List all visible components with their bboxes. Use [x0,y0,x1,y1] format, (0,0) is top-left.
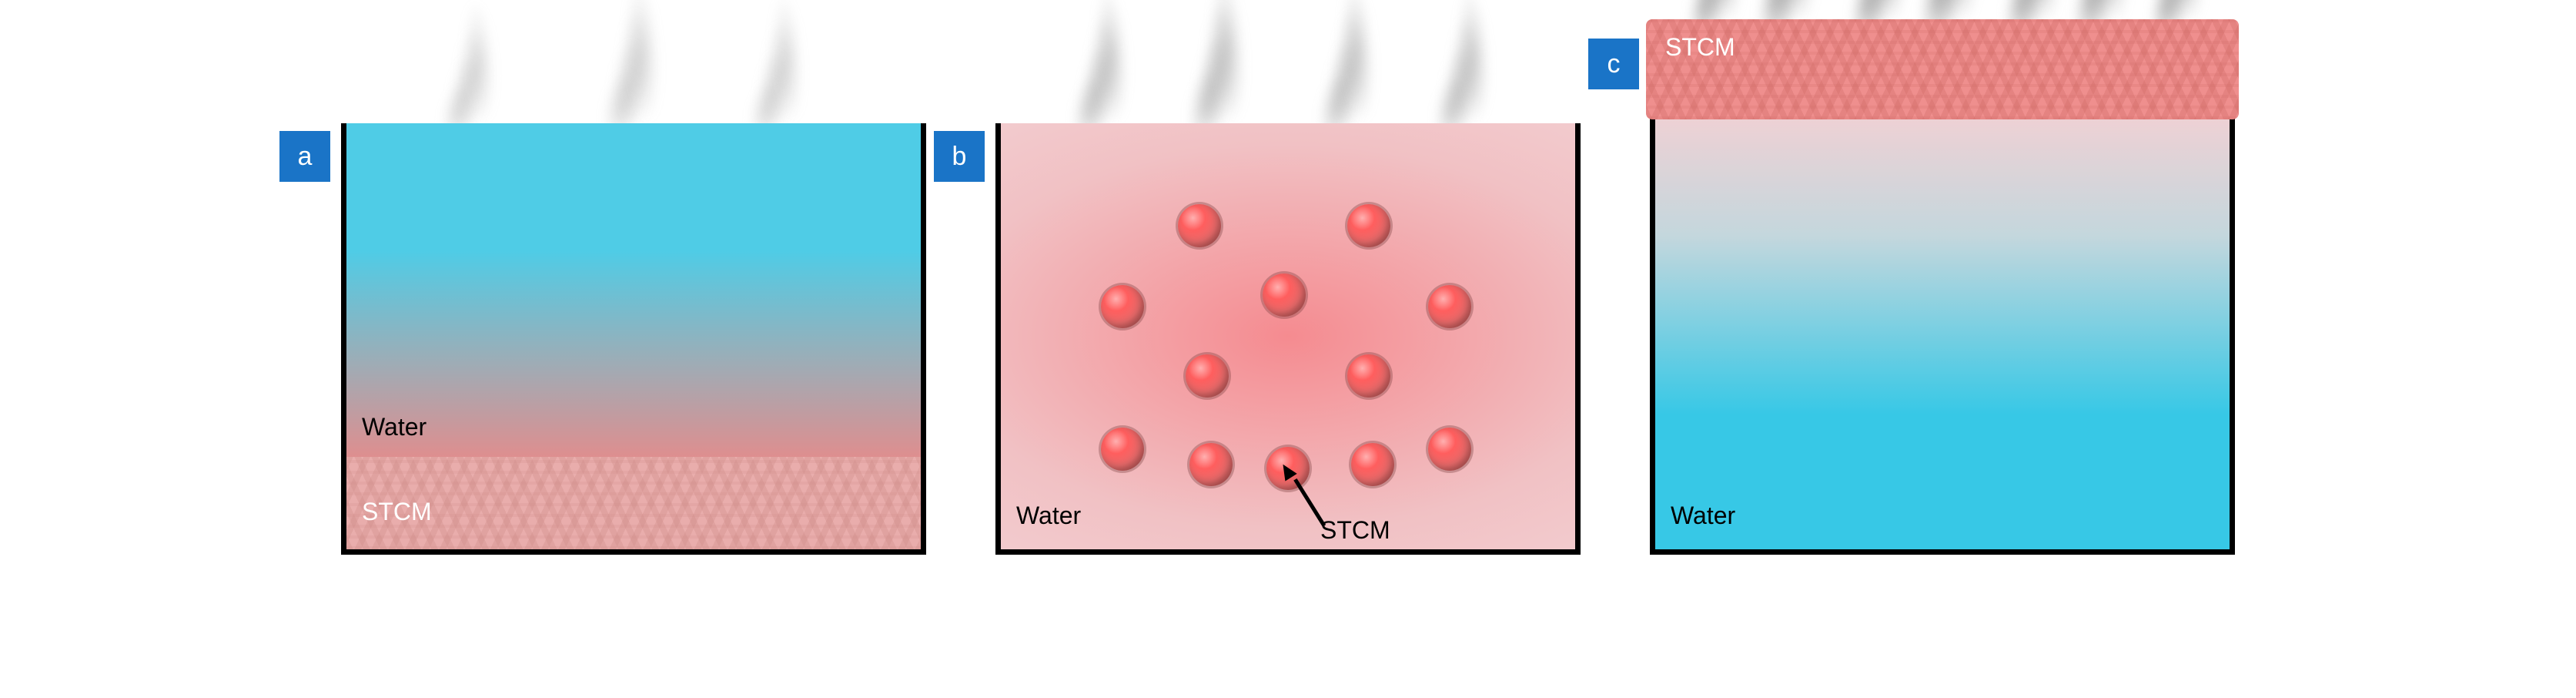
stcm-particle [1101,428,1144,471]
stcm-particle [1101,285,1144,328]
water-label: Water [362,413,427,441]
panel-b: b Water STCM [995,123,1581,555]
badge-label: b [952,142,967,172]
stcm-particle [1428,285,1471,328]
panel-badge-c: c [1588,39,1639,89]
panel-badge-b: b [934,131,985,182]
badge-label: c [1607,49,1621,79]
figure: a Water STCM b Water STCM c [0,0,2576,601]
stcm-particle [1347,354,1390,398]
stcm-particle [1186,354,1229,398]
container-c: STCM Water [1650,31,2235,555]
panel-badge-a: a [279,131,330,182]
stcm-particle [1347,204,1390,247]
stcm-label: STCM [1665,33,1735,62]
stcm-particle [1351,443,1394,486]
water-label: Water [1671,502,1735,530]
panel-a: a Water STCM [341,123,926,555]
stcm-band-a: STCM [346,457,921,549]
stcm-particle [1428,428,1471,471]
stcm-label: STCM [362,498,432,526]
badge-label: a [298,142,313,172]
water-label: Water [1016,502,1081,530]
stcm-band-c: STCM [1646,19,2239,119]
stcm-label: STCM [1320,516,1390,545]
stcm-particle [1178,204,1221,247]
container-a: Water STCM [341,123,926,555]
container-b: Water STCM [995,123,1581,555]
stcm-particle [1263,273,1306,317]
panel-c: c STCM Water [1650,31,2235,555]
water-fill-c [1655,101,2230,549]
stcm-particle [1189,443,1233,486]
